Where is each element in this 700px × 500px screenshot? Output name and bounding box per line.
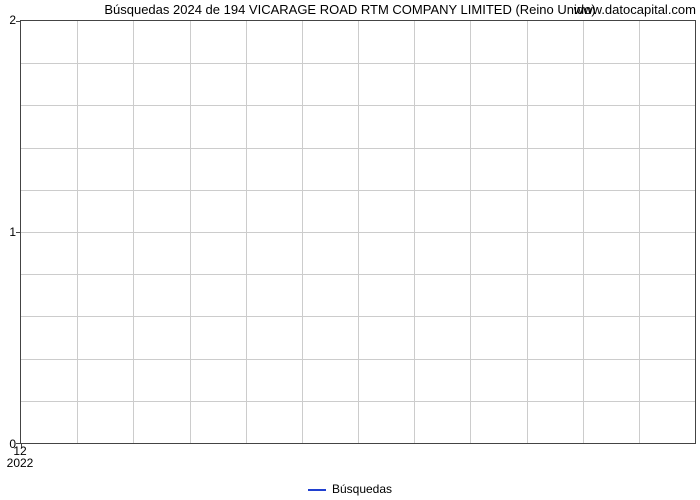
- gridline-vertical: [246, 21, 247, 443]
- gridline-vertical: [527, 21, 528, 443]
- gridline-vertical: [470, 21, 471, 443]
- gridline-vertical: [414, 21, 415, 443]
- gridline-vertical: [190, 21, 191, 443]
- gridline-vertical: [133, 21, 134, 443]
- y-axis-label: 1: [9, 225, 16, 239]
- gridline-vertical: [302, 21, 303, 443]
- gridline-vertical: [639, 21, 640, 443]
- chart-container: Búsquedas 2024 de 194 VICARAGE ROAD RTM …: [0, 0, 700, 500]
- legend: Búsquedas: [0, 482, 700, 496]
- gridline-vertical: [358, 21, 359, 443]
- plot-area: [20, 20, 696, 444]
- x-axis-labels: 12 2022: [20, 444, 696, 470]
- gridline-vertical: [583, 21, 584, 443]
- y-axis-label: 2: [9, 13, 16, 27]
- y-tick: [16, 21, 21, 22]
- x-axis-label-year: 2022: [7, 456, 34, 470]
- y-tick: [16, 232, 21, 233]
- watermark-text: www.datocapital.com: [574, 2, 696, 17]
- gridline-vertical: [77, 21, 78, 443]
- legend-label: Búsquedas: [332, 482, 392, 496]
- legend-swatch: [308, 489, 326, 491]
